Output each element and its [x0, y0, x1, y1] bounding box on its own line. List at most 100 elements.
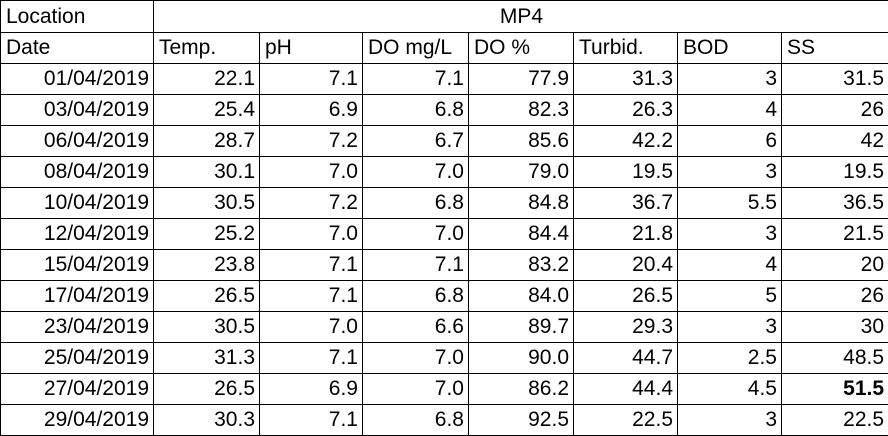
do-mgl-cell[interactable]: 7.0: [363, 157, 469, 188]
turbid-cell[interactable]: 19.5: [574, 157, 678, 188]
bod-cell[interactable]: 2.5: [678, 343, 782, 374]
date-cell[interactable]: 03/04/2019: [1, 95, 154, 126]
bod-cell[interactable]: 4.5: [678, 374, 782, 405]
temp-cell[interactable]: 28.7: [154, 126, 260, 157]
turbid-cell[interactable]: 31.3: [574, 64, 678, 95]
temp-cell[interactable]: 22.1: [154, 64, 260, 95]
ss-cell[interactable]: 26: [782, 281, 888, 312]
do-pct-cell[interactable]: 79.0: [469, 157, 574, 188]
date-cell[interactable]: 27/04/2019: [1, 374, 154, 405]
temp-cell[interactable]: 23.8: [154, 250, 260, 281]
do-pct-cell[interactable]: 92.5: [469, 405, 574, 436]
do-pct-header-cell[interactable]: DO %: [469, 33, 574, 64]
turbid-cell[interactable]: 21.8: [574, 219, 678, 250]
do-mgl-cell[interactable]: 7.1: [363, 64, 469, 95]
bod-cell[interactable]: 3: [678, 157, 782, 188]
do-mgl-header-cell[interactable]: DO mg/L: [363, 33, 469, 64]
date-cell[interactable]: 12/04/2019: [1, 219, 154, 250]
do-mgl-cell[interactable]: 7.1: [363, 250, 469, 281]
ph-cell[interactable]: 7.1: [260, 405, 363, 436]
bod-header-cell[interactable]: BOD: [678, 33, 782, 64]
turbid-cell[interactable]: 29.3: [574, 312, 678, 343]
bod-cell[interactable]: 3: [678, 64, 782, 95]
date-cell[interactable]: 15/04/2019: [1, 250, 154, 281]
turbid-cell[interactable]: 36.7: [574, 188, 678, 219]
temp-cell[interactable]: 30.1: [154, 157, 260, 188]
temp-cell[interactable]: 26.5: [154, 374, 260, 405]
turbid-cell[interactable]: 44.7: [574, 343, 678, 374]
location-label-cell[interactable]: Location: [1, 1, 154, 33]
date-cell[interactable]: 08/04/2019: [1, 157, 154, 188]
temp-cell[interactable]: 30.5: [154, 188, 260, 219]
temp-cell[interactable]: 25.4: [154, 95, 260, 126]
ss-cell[interactable]: 19.5: [782, 157, 888, 188]
do-pct-cell[interactable]: 84.0: [469, 281, 574, 312]
do-mgl-cell[interactable]: 7.0: [363, 219, 469, 250]
ph-cell[interactable]: 7.0: [260, 157, 363, 188]
turbid-header-cell[interactable]: Turbid.: [574, 33, 678, 64]
ph-cell[interactable]: 7.2: [260, 126, 363, 157]
ph-cell[interactable]: 7.2: [260, 188, 363, 219]
do-pct-cell[interactable]: 90.0: [469, 343, 574, 374]
ss-cell[interactable]: 30: [782, 312, 888, 343]
temp-cell[interactable]: 30.5: [154, 312, 260, 343]
do-pct-cell[interactable]: 84.8: [469, 188, 574, 219]
ph-cell[interactable]: 7.1: [260, 281, 363, 312]
date-cell[interactable]: 10/04/2019: [1, 188, 154, 219]
date-cell[interactable]: 23/04/2019: [1, 312, 154, 343]
ss-header-cell[interactable]: SS: [782, 33, 888, 64]
temp-cell[interactable]: 31.3: [154, 343, 260, 374]
temp-header-cell[interactable]: Temp.: [154, 33, 260, 64]
ss-cell[interactable]: 42: [782, 126, 888, 157]
ph-cell[interactable]: 7.1: [260, 64, 363, 95]
turbid-cell[interactable]: 44.4: [574, 374, 678, 405]
temp-cell[interactable]: 25.2: [154, 219, 260, 250]
date-cell[interactable]: 17/04/2019: [1, 281, 154, 312]
do-pct-cell[interactable]: 85.6: [469, 126, 574, 157]
temp-cell[interactable]: 26.5: [154, 281, 260, 312]
bod-cell[interactable]: 3: [678, 219, 782, 250]
ph-header-cell[interactable]: pH: [260, 33, 363, 64]
ph-cell[interactable]: 6.9: [260, 374, 363, 405]
ss-cell[interactable]: 26: [782, 95, 888, 126]
do-mgl-cell[interactable]: 6.8: [363, 281, 469, 312]
ph-cell[interactable]: 7.1: [260, 250, 363, 281]
do-pct-cell[interactable]: 84.4: [469, 219, 574, 250]
bod-cell[interactable]: 3: [678, 405, 782, 436]
ss-cell[interactable]: 48.5: [782, 343, 888, 374]
date-cell[interactable]: 29/04/2019: [1, 405, 154, 436]
do-pct-cell[interactable]: 77.9: [469, 64, 574, 95]
ss-cell[interactable]: 31.5: [782, 64, 888, 95]
do-mgl-cell[interactable]: 6.6: [363, 312, 469, 343]
ph-cell[interactable]: 7.0: [260, 312, 363, 343]
ss-cell[interactable]: 51.5: [782, 374, 888, 405]
bod-cell[interactable]: 6: [678, 126, 782, 157]
date-header-cell[interactable]: Date: [1, 33, 154, 64]
date-cell[interactable]: 01/04/2019: [1, 64, 154, 95]
ss-cell[interactable]: 21.5: [782, 219, 888, 250]
station-cell[interactable]: MP4: [154, 1, 888, 33]
do-mgl-cell[interactable]: 7.0: [363, 343, 469, 374]
do-pct-cell[interactable]: 86.2: [469, 374, 574, 405]
do-mgl-cell[interactable]: 6.8: [363, 188, 469, 219]
bod-cell[interactable]: 3: [678, 312, 782, 343]
bod-cell[interactable]: 4: [678, 95, 782, 126]
turbid-cell[interactable]: 20.4: [574, 250, 678, 281]
do-pct-cell[interactable]: 82.3: [469, 95, 574, 126]
bod-cell[interactable]: 5: [678, 281, 782, 312]
do-pct-cell[interactable]: 89.7: [469, 312, 574, 343]
do-mgl-cell[interactable]: 7.0: [363, 374, 469, 405]
do-mgl-cell[interactable]: 6.7: [363, 126, 469, 157]
date-cell[interactable]: 06/04/2019: [1, 126, 154, 157]
turbid-cell[interactable]: 22.5: [574, 405, 678, 436]
turbid-cell[interactable]: 26.5: [574, 281, 678, 312]
ph-cell[interactable]: 7.1: [260, 343, 363, 374]
ph-cell[interactable]: 7.0: [260, 219, 363, 250]
ph-cell[interactable]: 6.9: [260, 95, 363, 126]
ss-cell[interactable]: 20: [782, 250, 888, 281]
bod-cell[interactable]: 5.5: [678, 188, 782, 219]
date-cell[interactable]: 25/04/2019: [1, 343, 154, 374]
do-mgl-cell[interactable]: 6.8: [363, 405, 469, 436]
ss-cell[interactable]: 36.5: [782, 188, 888, 219]
turbid-cell[interactable]: 26.3: [574, 95, 678, 126]
